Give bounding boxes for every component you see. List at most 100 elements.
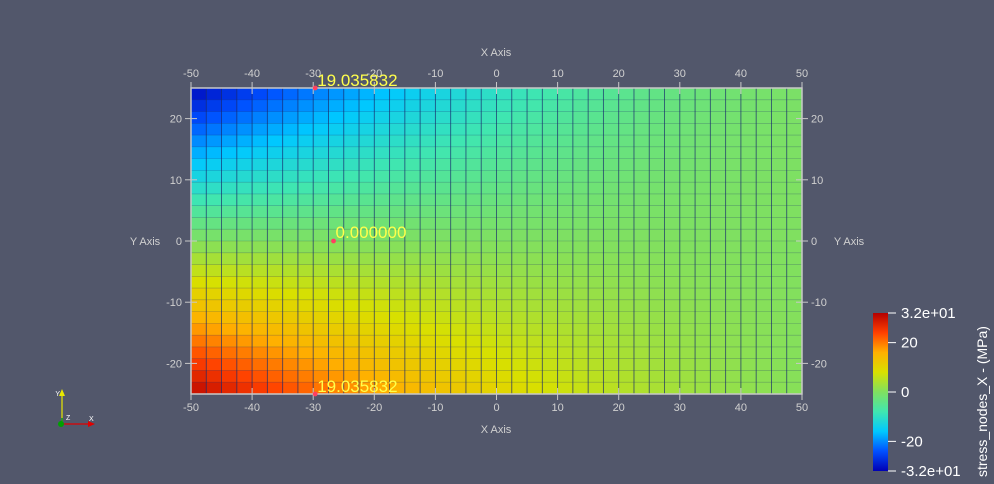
mesh-cell <box>756 370 773 383</box>
mesh-cell <box>603 158 620 171</box>
mesh-cell <box>313 241 330 254</box>
mesh-cell <box>618 193 635 207</box>
mesh-cell <box>756 135 773 148</box>
mesh-cell <box>511 99 528 113</box>
mesh-cell <box>420 241 437 254</box>
mesh-cell <box>511 241 528 254</box>
mesh-cell <box>374 323 391 336</box>
mesh-cell <box>588 264 605 277</box>
mesh-cell <box>435 311 452 324</box>
mesh-cell <box>603 88 620 101</box>
mesh-cell <box>542 323 559 336</box>
mesh-cell <box>359 335 375 348</box>
mesh-cell <box>343 135 360 148</box>
mesh-cell <box>527 288 543 301</box>
mesh-cell <box>649 288 666 301</box>
mesh-cell <box>359 299 375 313</box>
mesh-cell <box>756 193 773 207</box>
mesh-cell <box>710 193 727 207</box>
mesh-cell <box>481 217 498 230</box>
mesh-cell <box>527 346 543 360</box>
mesh-cell <box>252 193 268 207</box>
mesh-cell <box>328 311 345 324</box>
mesh-cell <box>695 229 711 242</box>
mesh-cell <box>435 111 452 124</box>
mesh-cell <box>771 229 788 242</box>
mesh-cell <box>725 346 742 360</box>
mesh-cell <box>695 135 711 148</box>
mesh-cell <box>633 146 650 160</box>
mesh-cell <box>191 288 207 301</box>
mesh-cell <box>740 252 757 266</box>
mesh-cell <box>725 111 742 124</box>
mesh-cell <box>481 346 498 360</box>
mesh-cell <box>343 123 360 136</box>
mesh-cell <box>618 99 635 113</box>
contour-plot[interactable] <box>191 88 803 395</box>
mesh-cell <box>389 382 406 394</box>
mesh-cell <box>572 241 589 254</box>
mesh-cell <box>420 135 437 148</box>
mesh-cell <box>206 217 223 230</box>
colorbar-tick-label: 0 <box>901 384 909 401</box>
mesh-cell <box>588 88 605 101</box>
mesh-cell <box>496 370 513 383</box>
mesh-cell <box>343 88 360 101</box>
mesh-cell <box>420 252 437 266</box>
mesh-cell <box>664 358 681 372</box>
mesh-cell <box>465 346 482 360</box>
mesh-cell <box>649 370 666 383</box>
mesh-cell <box>282 146 299 160</box>
mesh-cell <box>206 193 223 207</box>
mesh-cell <box>282 205 299 219</box>
mesh-cell <box>695 241 711 254</box>
mesh-cell <box>374 205 391 219</box>
mesh-cell <box>740 182 757 195</box>
mesh-cell <box>389 182 406 195</box>
mesh-cell <box>343 335 360 348</box>
mesh-cell <box>679 346 696 360</box>
mesh-cell <box>328 264 345 277</box>
y-axis-title-right: Y Axis <box>834 236 865 248</box>
mesh-cell <box>603 370 620 383</box>
mesh-cell <box>206 335 223 348</box>
mesh-cell <box>572 264 589 277</box>
mesh-cell <box>450 135 467 148</box>
mesh-cell <box>557 182 574 195</box>
mesh-cell <box>420 299 437 313</box>
mesh-cell <box>236 217 253 230</box>
mesh-cell <box>343 241 360 254</box>
scalar-colorbar[interactable]: 3.2e+01 20 0 -20 -3.2e+01 stress_nodes_X - (… <box>873 305 990 480</box>
mesh-cell <box>343 193 360 207</box>
mesh-cell <box>771 88 788 101</box>
mesh-cell <box>496 241 513 254</box>
mesh-cell <box>633 99 650 113</box>
mesh-cell <box>588 205 605 219</box>
mesh-cell <box>221 241 238 254</box>
mesh-cell <box>603 182 620 195</box>
mesh-cell <box>343 205 360 219</box>
mesh-cell <box>527 264 543 277</box>
mesh-cell <box>435 123 452 136</box>
mesh-cell <box>527 193 543 207</box>
mesh-cell <box>313 123 330 136</box>
mesh-cell <box>450 299 467 313</box>
mesh-cell <box>527 252 543 266</box>
mesh-cell <box>359 229 375 242</box>
mesh-cell <box>588 111 605 124</box>
mesh-cell <box>771 252 788 266</box>
mesh-cell <box>572 99 589 113</box>
mesh-cell <box>221 182 238 195</box>
mesh-cell <box>435 217 452 230</box>
mesh-cell <box>649 170 666 183</box>
mesh-cell <box>206 288 223 301</box>
mesh-cell <box>206 241 223 254</box>
mesh-cell <box>206 311 223 324</box>
mesh-cell <box>343 182 360 195</box>
mesh-cell <box>236 111 253 124</box>
mesh-cell <box>771 158 788 171</box>
mesh-cell <box>572 358 589 372</box>
mesh-cell <box>695 323 711 336</box>
mesh-cell <box>710 382 727 394</box>
